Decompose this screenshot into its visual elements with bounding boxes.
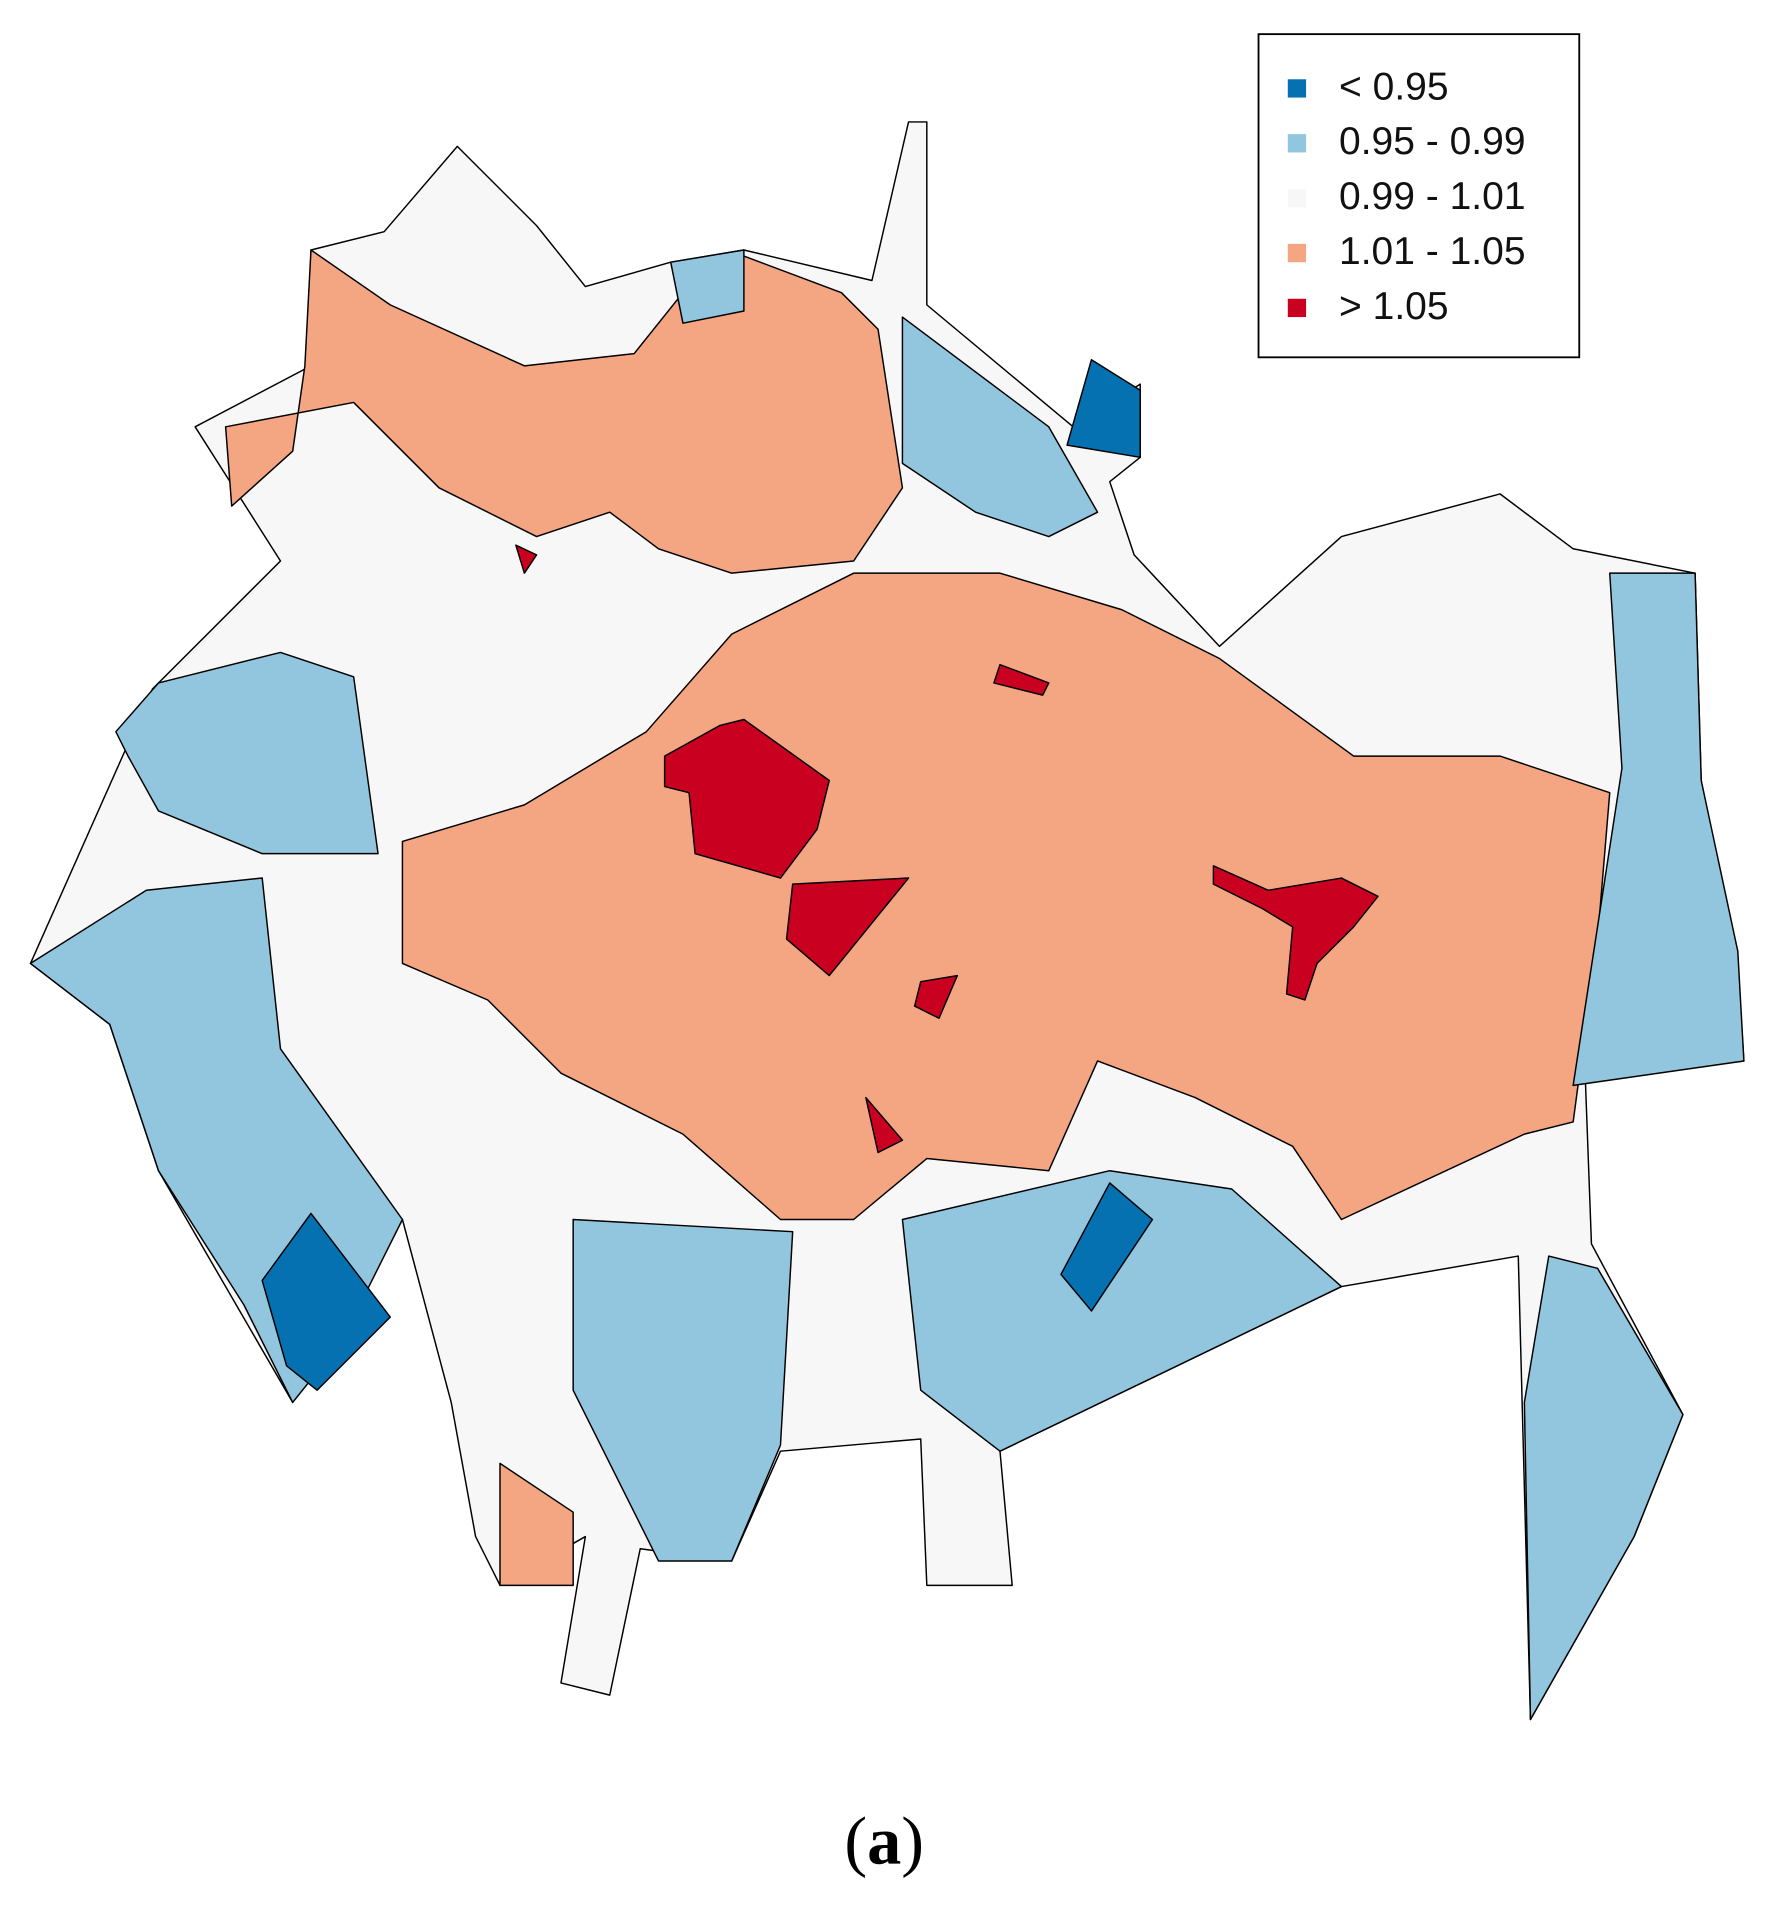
legend-swatch xyxy=(1287,134,1307,153)
legend-swatch xyxy=(1287,243,1307,263)
legend-label: 0.99 - 1.01 xyxy=(1339,175,1526,218)
district xyxy=(993,663,1050,696)
legend-swatch xyxy=(1287,298,1307,318)
district xyxy=(1060,1182,1154,1312)
legend-swatch xyxy=(1287,79,1307,98)
district xyxy=(499,1462,574,1587)
caption-letter: a xyxy=(867,1802,901,1878)
caption: (a) xyxy=(844,1802,924,1878)
district xyxy=(1066,359,1141,459)
map xyxy=(29,121,1745,1721)
district xyxy=(785,877,910,977)
district xyxy=(663,718,830,879)
district xyxy=(901,316,1099,538)
district xyxy=(115,651,379,855)
district xyxy=(515,544,538,574)
legend-label: 1.01 - 1.05 xyxy=(1339,230,1526,273)
legend-box xyxy=(1257,33,1581,359)
legend: < 0.95 0.95 - 0.99 0.99 - 1.01 1.01 - 1.05 >… xyxy=(1257,33,1581,359)
legend-swatch xyxy=(1287,189,1307,208)
district xyxy=(865,1096,904,1154)
district xyxy=(1572,572,1745,1087)
district xyxy=(901,1169,1343,1452)
district xyxy=(261,1212,391,1391)
district xyxy=(224,249,904,574)
district xyxy=(572,1218,794,1562)
district xyxy=(1523,1255,1684,1721)
legend-label: 0.95 - 0.99 xyxy=(1339,120,1526,163)
map-canvas: < 0.95 0.95 - 0.99 0.99 - 1.01 1.01 - 1.05 >… xyxy=(29,33,1745,1878)
caption-close: ) xyxy=(901,1802,924,1878)
legend-label: > 1.05 xyxy=(1339,285,1449,328)
district xyxy=(669,249,745,324)
legend-label: < 0.95 xyxy=(1339,65,1449,108)
caption-open: ( xyxy=(844,1802,867,1878)
district xyxy=(913,974,959,1020)
district xyxy=(1212,865,1379,1001)
